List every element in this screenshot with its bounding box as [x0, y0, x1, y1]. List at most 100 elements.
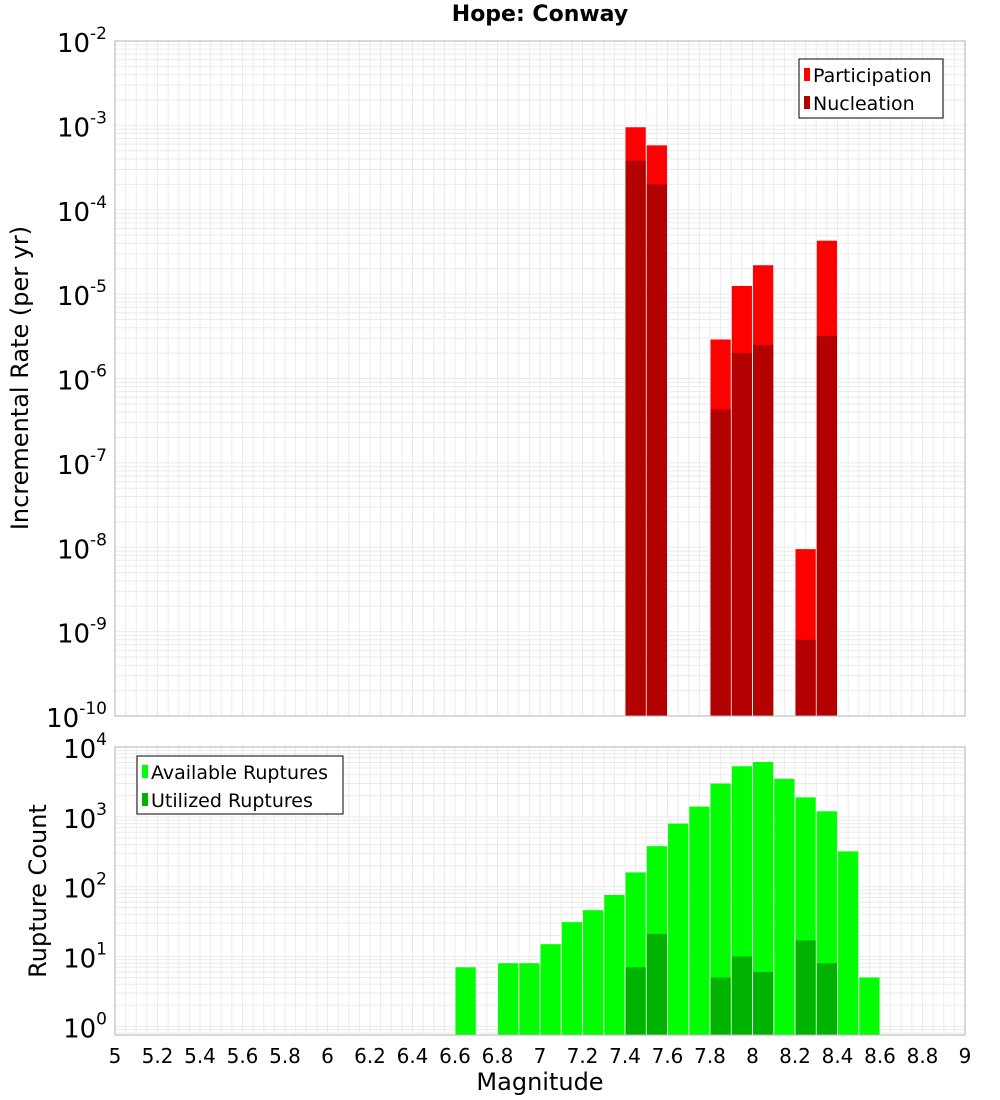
- y-tick-exponent: -2: [90, 24, 107, 44]
- count-bar-primary: [838, 851, 859, 1035]
- x-tick-label: 7.4: [609, 1044, 641, 1068]
- top-legend-label: Nucleation: [813, 93, 915, 115]
- bottom-y-tick-label: 103: [63, 800, 107, 835]
- bottom-legend-label: Available Ruptures: [151, 762, 328, 784]
- count-bar-primary: [689, 806, 710, 1035]
- count-bar-primary: [455, 967, 476, 1035]
- rate-bar-secondary: [731, 353, 752, 716]
- x-tick-label: 5.2: [142, 1044, 174, 1068]
- y-tick-exponent: -7: [90, 446, 107, 466]
- count-bar-primary: [604, 894, 625, 1035]
- x-tick-label: 6.6: [439, 1044, 471, 1068]
- y-tick-exponent: -5: [90, 277, 107, 297]
- x-tick-label: 8.6: [864, 1044, 896, 1068]
- y-tick-exponent: -10: [79, 699, 107, 719]
- bottom-y-tick-label: 102: [63, 870, 107, 905]
- rate-bar-secondary: [625, 160, 646, 717]
- bottom-legend-swatch: [142, 793, 148, 806]
- top-y-tick-label: 10-4: [57, 193, 107, 228]
- y-tick-exponent: 0: [96, 1009, 107, 1029]
- y-tick-exponent: -6: [90, 362, 107, 382]
- y-tick-base: 10: [57, 367, 90, 397]
- x-tick-label: 8.4: [822, 1044, 854, 1068]
- y-tick-base: 10: [57, 113, 90, 143]
- top-legend-swatch: [804, 96, 810, 109]
- top-legend-box: [798, 58, 944, 119]
- top-legend-swatch: [804, 68, 810, 81]
- x-tick-label: 5.8: [269, 1044, 301, 1068]
- top-y-tick-label: 10-6: [57, 362, 107, 397]
- x-axis-label: Magnitude: [476, 1068, 604, 1096]
- x-tick-label: 8.2: [779, 1044, 811, 1068]
- y-tick-base: 10: [57, 535, 90, 565]
- y-tick-base: 10: [57, 198, 90, 228]
- y-tick-exponent: 3: [96, 800, 107, 820]
- y-tick-exponent: -9: [90, 615, 107, 635]
- x-tick-label: 6.2: [354, 1044, 386, 1068]
- x-tick-label: 7: [534, 1044, 547, 1068]
- plot-frame: [114, 40, 966, 717]
- chart-title: Hope: Conway: [451, 2, 629, 27]
- y-tick-base: 10: [57, 620, 90, 650]
- count-bar-primary: [753, 761, 774, 1035]
- top-legend-label: Participation: [813, 65, 932, 87]
- count-bar-secondary: [646, 933, 667, 1035]
- count-bar-primary: [561, 922, 582, 1035]
- count-bar-primary: [710, 783, 731, 1035]
- x-tick-label: 7.8: [694, 1044, 726, 1068]
- y-tick-exponent: -8: [90, 530, 107, 550]
- rate-bar-secondary: [646, 184, 667, 717]
- plot-frame: [114, 746, 966, 1036]
- y-tick-exponent: 4: [96, 730, 107, 750]
- top-y-tick-label: 10-2: [57, 24, 107, 59]
- x-tick-label: 5.6: [227, 1044, 259, 1068]
- count-bar-secondary: [795, 940, 816, 1035]
- bottom-legend-label: Utilized Ruptures: [151, 790, 313, 812]
- top-y-tick-label: 10-10: [46, 699, 107, 734]
- count-bar-secondary: [753, 971, 774, 1035]
- x-tick-label: 6.8: [482, 1044, 514, 1068]
- y-tick-exponent: 1: [96, 939, 107, 959]
- top-y-tick-label: 10-9: [57, 615, 107, 650]
- x-tick-label: 6.4: [397, 1044, 429, 1068]
- y-tick-base: 10: [63, 1014, 96, 1044]
- count-bar-primary: [498, 963, 519, 1035]
- y-tick-exponent: -4: [90, 193, 107, 213]
- top-y-tick-label: 10-3: [57, 108, 107, 143]
- bottom-legend-swatch: [142, 765, 148, 778]
- grid-lines: [114, 40, 966, 717]
- count-bar-primary: [583, 910, 604, 1035]
- count-bar-secondary: [625, 967, 646, 1035]
- x-tick-label: 6: [321, 1044, 334, 1068]
- bottom-y-tick-label: 104: [63, 730, 107, 765]
- count-bar-primary: [859, 977, 880, 1035]
- count-bar-primary: [540, 944, 561, 1035]
- top-y-tick-label: 10-5: [57, 277, 107, 312]
- bottom-y-tick-label: 100: [63, 1009, 107, 1044]
- y-tick-base: 10: [57, 282, 90, 312]
- y-tick-base: 10: [46, 704, 79, 734]
- bottom-y-tick-label: 101: [63, 939, 107, 974]
- y-tick-base: 10: [63, 875, 96, 905]
- x-tick-label: 9: [959, 1044, 972, 1068]
- y-tick-base: 10: [63, 944, 96, 974]
- rate-bar-secondary: [816, 335, 837, 716]
- count-bar-primary: [519, 963, 540, 1035]
- y-tick-base: 10: [63, 805, 96, 835]
- x-tick-label: 7.6: [652, 1044, 684, 1068]
- y-tick-base: 10: [63, 735, 96, 765]
- y-tick-base: 10: [57, 451, 90, 481]
- count-bar-primary: [774, 778, 795, 1035]
- rate-bar-secondary: [710, 409, 731, 716]
- count-bar-secondary: [731, 956, 752, 1035]
- x-tick-labels: 5 5.2 5.4 5.6 5.8 6 6.2 6.4 6.6 6.8 7 7.2 7.4 7.6 7.8 8…: [109, 1044, 972, 1068]
- y-tick-exponent: 2: [96, 870, 107, 890]
- count-bars: [455, 761, 880, 1035]
- top-y-tick-label: 10-8: [57, 530, 107, 565]
- count-bar-secondary: [816, 963, 837, 1035]
- bottom-legend-box: [136, 755, 344, 815]
- y-tick-exponent: -3: [90, 108, 107, 128]
- x-tick-label: 8: [746, 1044, 759, 1068]
